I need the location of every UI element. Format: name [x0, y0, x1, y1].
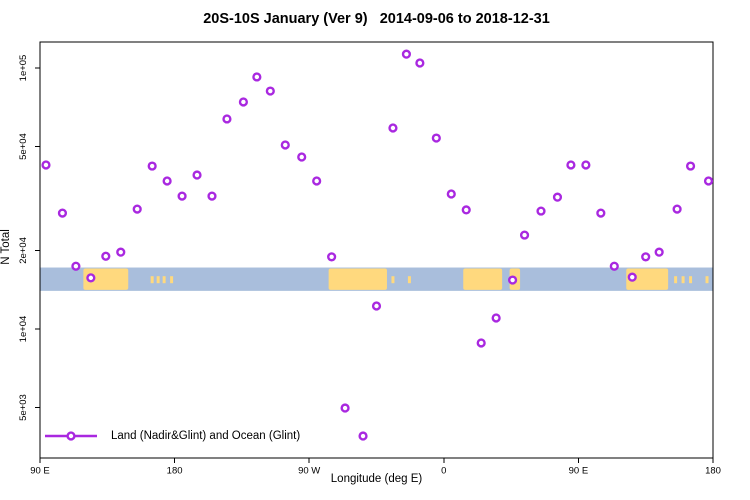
data-point	[238, 97, 248, 107]
land-island-speck	[150, 276, 154, 284]
land-island-speck	[391, 276, 395, 284]
data-point	[609, 261, 619, 271]
data-point	[536, 206, 546, 216]
x-axis-title: Longitude (deg E)	[330, 473, 423, 485]
data-point	[101, 251, 111, 261]
data-point	[596, 208, 606, 218]
land-island-speck	[681, 276, 685, 284]
data-point	[507, 275, 518, 285]
data-point	[703, 176, 714, 186]
y-tick-label: 5e+04	[18, 133, 29, 160]
y-tick-label: 1e+04	[18, 316, 29, 343]
data-point	[252, 72, 262, 82]
data-point	[132, 204, 142, 214]
data-point	[162, 176, 172, 186]
y-tick-label: 1e+05	[18, 55, 29, 82]
land-australia	[83, 268, 129, 290]
data-point	[627, 272, 637, 282]
data-point	[222, 114, 232, 124]
data-point	[401, 49, 412, 59]
data-point	[116, 247, 126, 257]
y-tick-label: 2e+04	[18, 237, 29, 264]
data-point	[265, 86, 275, 96]
x-tick-label: 0	[441, 466, 446, 477]
land-island-speck	[156, 276, 160, 284]
data-point	[71, 261, 81, 271]
data-point	[57, 208, 68, 218]
chart-title: 20S-10S January (Ver 9) 2014-09-06 to 20…	[203, 11, 550, 27]
data-point	[192, 170, 202, 180]
data-point	[340, 403, 350, 413]
y-axis-title: N Total	[0, 229, 12, 265]
data-point	[519, 230, 530, 240]
data-point	[431, 133, 441, 143]
data-point	[641, 252, 651, 262]
land-australia-repeat	[626, 268, 669, 290]
plot-border	[39, 41, 714, 459]
data-point	[672, 204, 682, 214]
land-island-speck	[705, 276, 709, 284]
data-point	[177, 191, 187, 201]
data-point	[147, 161, 157, 171]
land-island-speck	[170, 276, 174, 284]
y-tick-label: 5e+03	[18, 394, 29, 421]
data-point	[654, 247, 664, 257]
data-point	[415, 58, 425, 68]
data-point	[461, 205, 471, 215]
land-island-speck	[689, 276, 693, 284]
x-tick-label: 90 W	[298, 466, 320, 477]
data-point	[280, 140, 290, 150]
data-point	[581, 160, 591, 170]
land-africa	[463, 268, 503, 290]
data-point	[207, 191, 217, 201]
data-point	[566, 160, 576, 170]
data-point	[685, 161, 696, 171]
data-point	[388, 123, 398, 133]
land-south-america	[328, 268, 387, 290]
data-point	[552, 192, 563, 202]
land-island-speck	[407, 276, 411, 284]
x-tick-label: 90 E	[569, 466, 589, 477]
data-point	[312, 176, 322, 186]
x-tick-label: 180	[167, 466, 183, 477]
data-point	[358, 431, 368, 441]
land-island-speck	[162, 276, 166, 284]
x-tick-label: 90 E	[30, 466, 50, 477]
data-point	[86, 273, 96, 283]
legend-label: Land (Nadir&Glint) and Ocean (Glint)	[111, 430, 301, 442]
data-point	[297, 152, 307, 162]
legend-marker-icon	[45, 431, 97, 441]
data-point	[491, 313, 501, 323]
data-point	[41, 160, 51, 170]
land-island-speck	[674, 276, 678, 284]
legend: Land (Nadir&Glint) and Ocean (Glint)	[44, 428, 300, 444]
data-point	[446, 189, 456, 199]
data-point	[476, 338, 486, 348]
x-tick-label: 180	[705, 466, 721, 477]
data-point	[327, 252, 337, 262]
data-point	[371, 301, 382, 311]
